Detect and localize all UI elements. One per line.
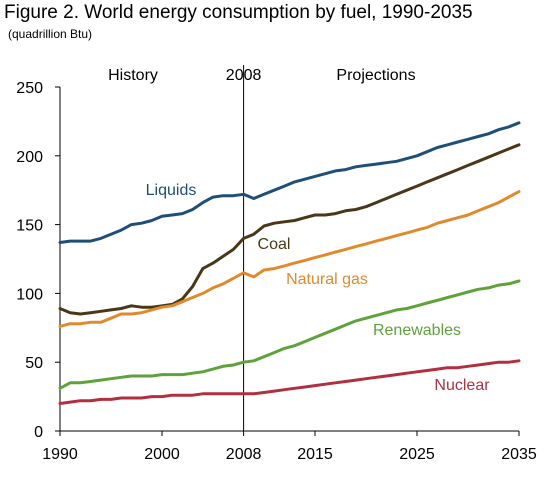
x-tick-label: 2015 xyxy=(297,446,333,463)
series-line-liquids xyxy=(58,121,521,244)
series-line-coal xyxy=(58,143,521,316)
series-label-renewables: Renewables xyxy=(373,322,461,339)
series-label-liquids: Liquids xyxy=(146,182,197,199)
chart-subtitle: (quadrillion Btu) xyxy=(8,27,93,41)
labels-layer: 2008 History Projections Liquids Coal Natural… xyxy=(108,67,490,394)
axes-layer: 0 50 100 150 200 250 1990 2000 2008 2015 2025 2035 xyxy=(16,65,537,463)
y-tick-label: 0 xyxy=(34,424,43,441)
series-line-nuclear xyxy=(58,359,521,405)
x-tick-label: 2000 xyxy=(144,446,180,463)
x-tick-label: 2025 xyxy=(399,446,435,463)
y-tick-label: 50 xyxy=(25,355,43,372)
x-tick-label: 1990 xyxy=(42,446,78,463)
y-tick-label: 200 xyxy=(16,149,43,166)
series-label-natural-gas: Natural gas xyxy=(286,271,368,288)
series-label-nuclear: Nuclear xyxy=(434,377,490,394)
y-tick-label: 100 xyxy=(16,286,43,303)
x-tick-label: 2008 xyxy=(226,446,262,463)
y-tick-label: 250 xyxy=(16,80,43,97)
region-label-projections: Projections xyxy=(336,67,415,84)
x-tick-label: 2035 xyxy=(501,446,537,463)
series-line-natural-gas xyxy=(58,190,521,328)
series-line-renewables xyxy=(58,279,521,390)
series-label-coal: Coal xyxy=(258,236,291,253)
y-tick-label: 150 xyxy=(16,218,43,235)
region-label-history: History xyxy=(108,67,158,84)
page-title: Figure 2. World energy consumption by fu… xyxy=(4,2,473,23)
series-layer xyxy=(58,121,521,405)
divider-label: 2008 xyxy=(226,67,262,84)
